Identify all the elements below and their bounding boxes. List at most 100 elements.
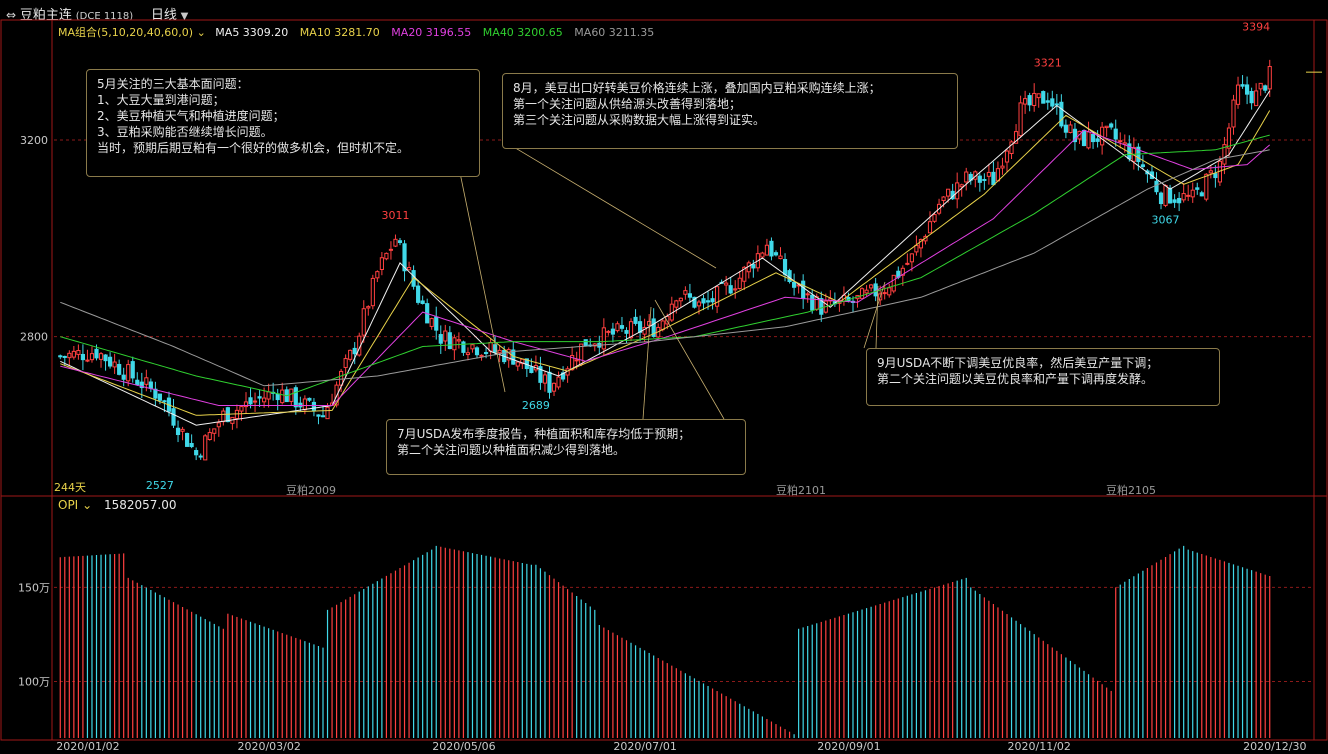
- candle-body: [257, 396, 262, 399]
- price-tick-label: 3200: [20, 134, 48, 147]
- ma-group-selector[interactable]: MA组合(5,10,20,40,60,0) ⌄: [58, 26, 209, 39]
- candle-body: [1140, 164, 1145, 168]
- candle-body: [932, 214, 937, 222]
- candle-body: [112, 361, 117, 368]
- candle-body: [76, 349, 81, 355]
- ma10-legend: MA10 3281.70: [299, 26, 380, 39]
- candle-body: [751, 264, 756, 269]
- candle-body: [452, 337, 457, 351]
- candle-body: [470, 344, 475, 350]
- candle-body: [1258, 82, 1263, 90]
- candle-body: [665, 316, 670, 325]
- candle-body: [1172, 199, 1177, 203]
- candle-body: [121, 374, 126, 380]
- candle-body: [94, 348, 99, 359]
- candle-body: [1235, 84, 1241, 105]
- candle-body: [1072, 128, 1078, 143]
- candle-body: [810, 294, 815, 311]
- candle-body: [764, 244, 770, 256]
- candle-body: [914, 244, 919, 253]
- candle-body: [80, 353, 85, 361]
- candle-body: [887, 287, 892, 296]
- candle-body: [792, 281, 797, 288]
- candle-body: [1186, 194, 1191, 197]
- candle-body: [905, 262, 910, 265]
- candle-body: [262, 397, 267, 403]
- candle-body: [651, 318, 656, 337]
- candle-body: [610, 328, 615, 335]
- candle-body: [221, 410, 226, 423]
- candle-body: [696, 301, 702, 307]
- candle-body: [1090, 133, 1096, 143]
- extreme-label-3321: 3321: [1034, 57, 1062, 70]
- candle-body: [710, 298, 715, 303]
- candle-body: [117, 363, 122, 375]
- candle-body: [538, 366, 543, 383]
- candle-body: [352, 347, 357, 355]
- candle-body: [819, 298, 824, 315]
- candle-body: [782, 258, 788, 275]
- switch-icon[interactable]: ⇔: [6, 8, 17, 22]
- candle-body: [429, 318, 434, 327]
- candle-body: [384, 252, 389, 260]
- candle-body: [1208, 170, 1213, 174]
- candle-body: [737, 277, 742, 290]
- candle-body: [366, 306, 371, 309]
- candle-body: [1263, 85, 1268, 91]
- candle-body: [918, 239, 924, 249]
- candle-body: [148, 381, 153, 389]
- ma-line-ma40: [60, 134, 1270, 397]
- candle-body: [1226, 127, 1232, 149]
- candle-body: [1231, 99, 1236, 128]
- candle-body: [678, 297, 683, 302]
- candle-body: [252, 400, 258, 403]
- candle-body: [982, 178, 987, 181]
- ma60-legend: MA60 3211.35: [574, 26, 655, 39]
- candle-body: [1109, 123, 1114, 128]
- chevron-down-icon: ⌄: [82, 498, 93, 512]
- period-label: 日线: [150, 8, 177, 23]
- candle-body: [126, 364, 131, 382]
- candle-body: [402, 243, 407, 272]
- candle-body: [683, 290, 688, 295]
- candle-body: [203, 435, 208, 461]
- candle-body: [447, 332, 452, 350]
- candle-body: [85, 359, 90, 362]
- oi-tick-label: 100万: [18, 676, 50, 689]
- date-tick-label: 2020/03/02: [237, 740, 300, 753]
- candle-body: [556, 376, 561, 388]
- candle-body: [995, 168, 1001, 182]
- symbol-label[interactable]: 豆粕主连: [19, 8, 72, 23]
- candle-body: [348, 349, 353, 360]
- period-selector[interactable]: 日线 ▼: [150, 8, 189, 23]
- candle-body: [859, 288, 865, 299]
- candle-body: [1158, 192, 1164, 205]
- candle-body: [375, 271, 380, 279]
- date-tick-label: 2020/01/02: [56, 740, 119, 753]
- candle-body: [1199, 192, 1204, 197]
- contract-label-2009: 豆粕2009: [286, 484, 336, 497]
- candle-body: [900, 267, 905, 276]
- ma-line-ma10: [60, 110, 1271, 416]
- candle-body: [320, 415, 326, 418]
- date-tick-label: 2020/11/02: [1008, 740, 1071, 753]
- candle-body: [891, 274, 896, 292]
- candle-body: [388, 248, 394, 251]
- contract-label-2105: 豆粕2105: [1106, 484, 1156, 497]
- candle-body: [239, 406, 244, 412]
- candle-body: [946, 188, 951, 197]
- candle-body: [311, 401, 317, 412]
- candle-body: [171, 408, 176, 426]
- candle-body: [293, 387, 298, 408]
- oi-selector[interactable]: OPI ⌄: [58, 498, 96, 512]
- candle-body: [248, 397, 253, 405]
- candle-body: [1177, 197, 1182, 204]
- candle-body: [243, 401, 249, 408]
- candle-body: [212, 428, 217, 434]
- candle-body: [769, 240, 774, 257]
- candle-body: [1213, 173, 1218, 179]
- candle-body: [647, 320, 652, 326]
- candle-body: [302, 398, 307, 411]
- candle-body: [724, 282, 729, 286]
- candle-body: [1063, 124, 1068, 133]
